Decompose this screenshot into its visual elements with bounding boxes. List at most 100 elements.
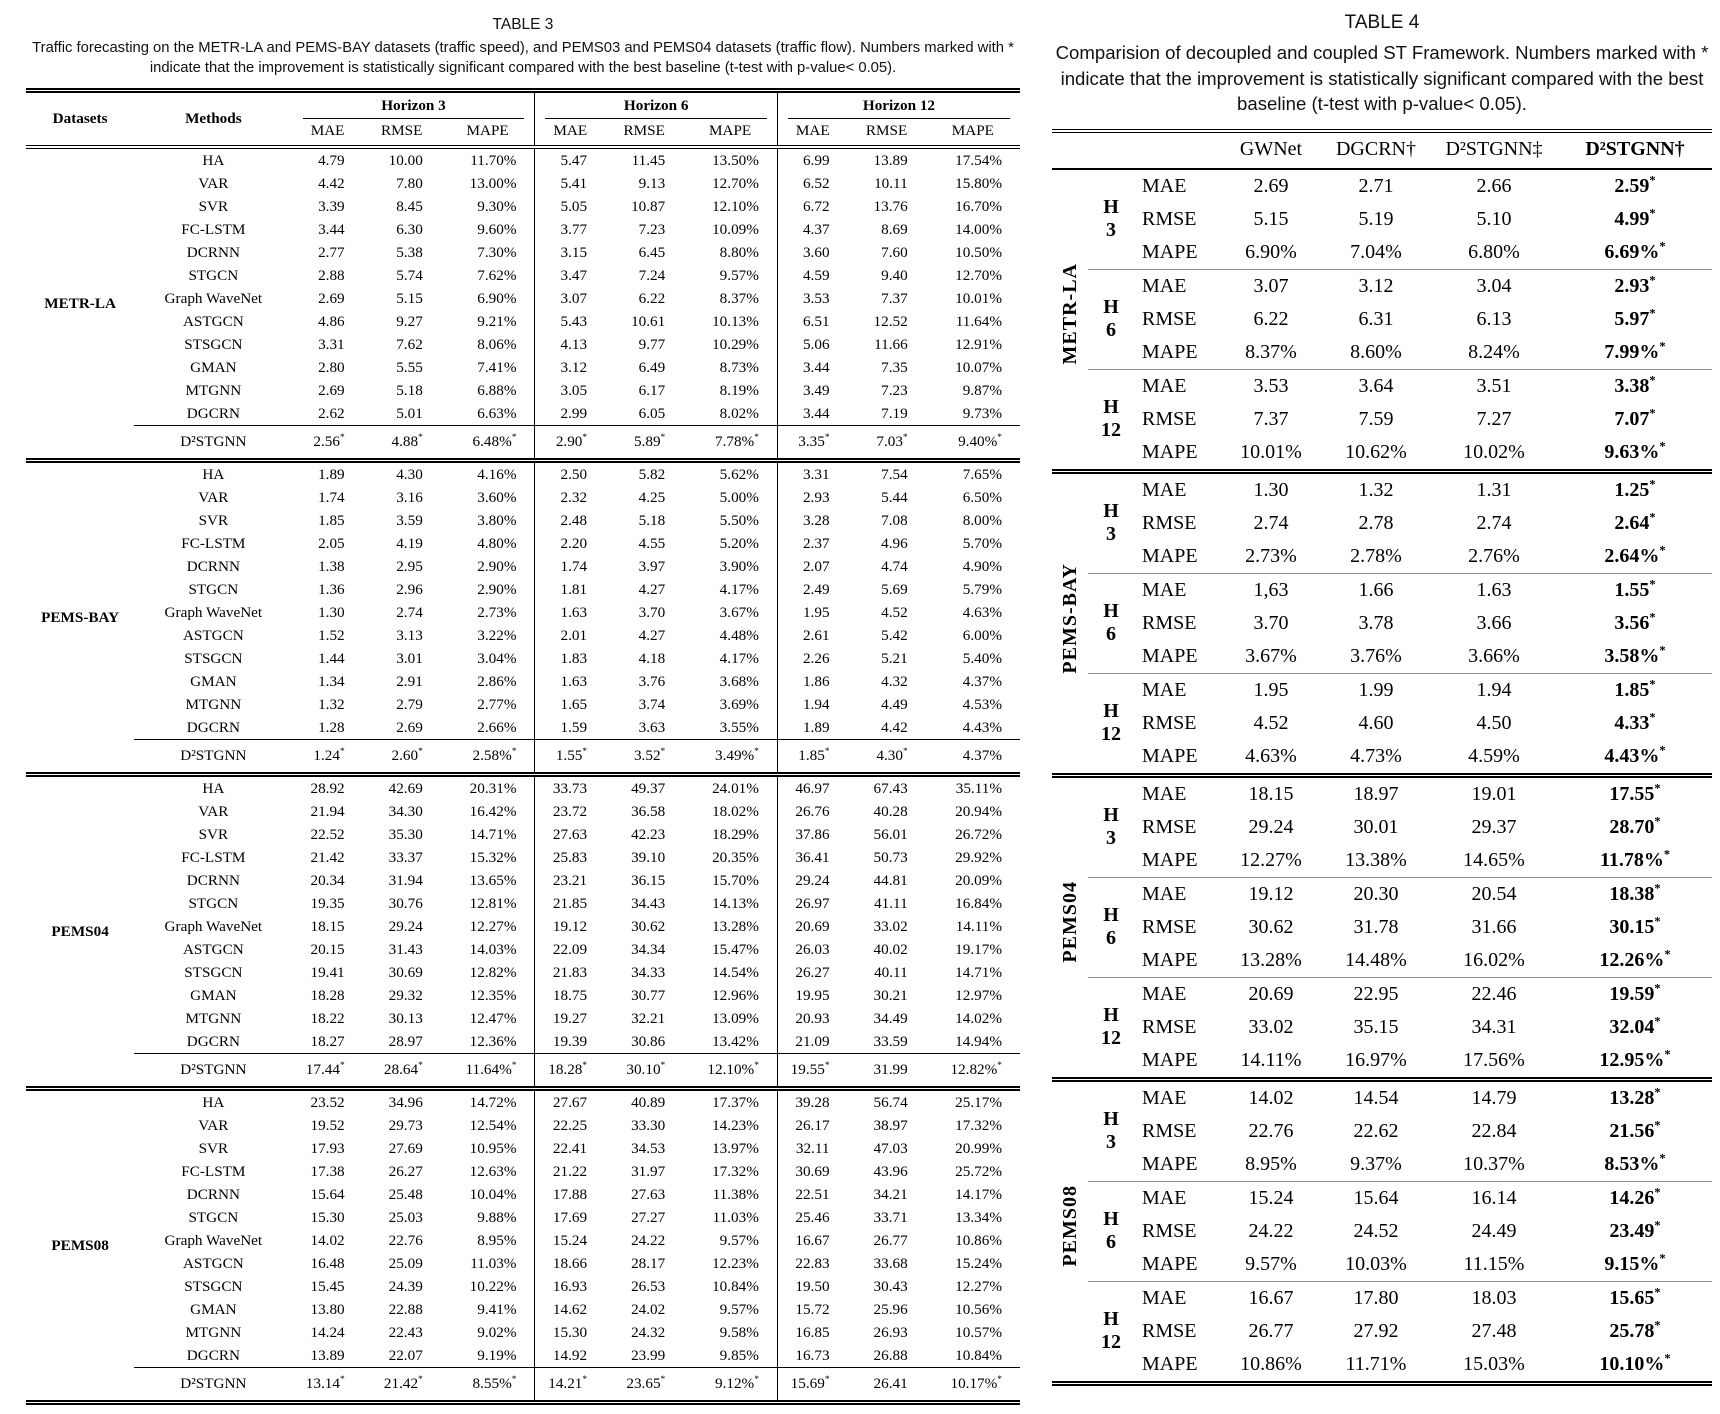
value-cell: 14.71%	[955, 963, 1002, 981]
value-cell: 4.80%	[440, 531, 536, 555]
table-row: MAPE 13.28% 14.48% 16.02% 12.26%*	[1052, 944, 1712, 978]
value-cell: 10.11	[874, 174, 908, 192]
value-cell: 7.41%	[440, 355, 536, 379]
value-cell: 5.40%	[962, 649, 1002, 667]
table3-group-PEMS-BAY: PEMS-BAY HA 1.89 4.30 4.16% 2.50 5.82 5.62% 3.31…	[26, 460, 1020, 775]
dataset-label: PEMS04	[51, 922, 109, 940]
significance-star: *	[1649, 173, 1656, 188]
value-cell: 56.01	[873, 825, 908, 843]
value-cell: 34.49	[873, 1009, 908, 1027]
value-cell: 23.65*	[605, 1366, 684, 1403]
method-cell: DCRNN	[186, 871, 240, 889]
value-cell: 1.34	[318, 672, 345, 690]
value-cell: 2.73%	[440, 600, 536, 624]
value-cell: 10.37%	[1463, 1152, 1525, 1175]
table-row: RMSE 22.76 22.62 22.84 21.56*	[1052, 1115, 1712, 1148]
value-cell: 4.96	[881, 534, 908, 552]
table3-header: Datasets Methods Horizon 3 Horizon 6 Hor…	[26, 90, 1020, 147]
value-cell: 23.49*	[1609, 1218, 1661, 1242]
value-cell: 1.55*	[1558, 572, 1712, 607]
table4-caption: TABLE 4 Comparision of decoupled and cou…	[1046, 12, 1718, 117]
value-cell: 7.62%	[440, 263, 536, 287]
value-cell: 5.55	[396, 358, 423, 376]
value-cell: 1.65	[560, 695, 588, 713]
metric-label: RMSE	[1142, 511, 1197, 534]
value-cell: 20.31%	[440, 774, 536, 800]
value-cell: 1.32	[1358, 478, 1394, 501]
significance-star: *	[997, 1374, 1002, 1385]
value-cell: 25.83	[552, 848, 588, 866]
table-row: MAPE 4.63% 4.73% 4.59% 4.43%*	[1052, 740, 1712, 776]
value-cell: 2.66%	[440, 715, 536, 740]
col-header-mape: MAPE	[951, 121, 994, 139]
value-cell: 27.63	[631, 1185, 666, 1203]
value-cell: 4.37	[802, 220, 830, 238]
value-cell: 3.39	[318, 197, 345, 215]
value-cell: 38.97	[873, 1116, 908, 1134]
value-cell: 13.28%	[1240, 948, 1302, 971]
value-cell: 9.12%*	[683, 1366, 778, 1403]
value-cell: 19.12	[552, 917, 588, 935]
value-cell: 2.73%	[1245, 544, 1297, 567]
table-row: MAPE 10.86% 11.71% 15.03% 10.10%*	[1052, 1348, 1712, 1384]
value-cell: 32.11	[795, 1139, 830, 1157]
table-row: Graph WaveNet 18.15 29.24 12.27% 19.12 30.62 1…	[26, 914, 1020, 938]
method-cell: ASTGCN	[182, 940, 244, 958]
value-cell: 6.00%	[962, 626, 1002, 644]
value-cell: 42.23	[631, 825, 666, 843]
method-cell: MTGNN	[185, 1323, 242, 1341]
metric-label: RMSE	[1142, 307, 1197, 330]
value-cell: 32.04*	[1609, 1014, 1661, 1038]
value-cell: 36.15	[631, 871, 666, 889]
metric-label: MAPE	[1142, 744, 1198, 767]
value-cell: 4.32	[881, 672, 908, 690]
col-header-rmse: RMSE	[865, 121, 908, 139]
col-header-mae: MAE	[795, 121, 830, 139]
dataset-label-text: METR-LA	[1058, 263, 1081, 365]
value-cell: 4.79	[318, 151, 345, 169]
metric-label: MAPE	[1142, 440, 1198, 463]
value-cell: 3.66%	[1468, 644, 1520, 667]
value-cell: 1.94	[802, 695, 830, 713]
table-row: METR-LA H 3 MAE 2.69 2.71 2.66 2.59*	[1052, 169, 1712, 365]
value-cell: 2.71	[1358, 174, 1394, 197]
value-cell: 2.20	[560, 534, 588, 552]
value-cell: 10.10%*	[1599, 1351, 1671, 1375]
table-row: GMAN 2.80 5.55 7.41% 3.12 6.49 8.73% 3.44 7.35 10…	[26, 355, 1020, 379]
value-cell: 24.02	[631, 1300, 666, 1318]
significance-star: *	[339, 1060, 345, 1071]
value-cell: 30.01	[1353, 815, 1399, 838]
metric-label: MAE	[1134, 976, 1220, 1011]
method-cell: GMAN	[190, 672, 237, 690]
value-cell: 12.26%*	[1599, 947, 1671, 971]
value-cell: 2.80	[318, 358, 345, 376]
value-cell: 3.44	[802, 404, 830, 422]
table-row: RMSE 4.52 4.60 4.50 4.33*	[1052, 707, 1712, 740]
value-cell: 12.54%	[440, 1113, 536, 1137]
value-cell: 14.02	[310, 1231, 345, 1249]
value-cell: 10.86%	[955, 1231, 1002, 1249]
value-cell: 3.15	[560, 243, 588, 261]
header-spacer	[1052, 131, 1220, 169]
value-cell: 15.32%	[440, 845, 536, 869]
col-header-horizon-6: Horizon 6	[534, 90, 778, 119]
value-cell: 11.38%	[683, 1182, 778, 1206]
value-cell: 13.97%	[683, 1136, 778, 1160]
value-cell: 2.78%	[1350, 544, 1402, 567]
value-cell: 3.53	[1220, 368, 1322, 403]
value-cell: 17.44*	[292, 1052, 363, 1089]
value-cell: 3.68%	[683, 669, 778, 693]
value-cell: 46.97	[795, 779, 830, 797]
value-cell: 16.02%	[1463, 948, 1525, 971]
value-cell: 4.88*	[362, 424, 441, 461]
dataset-label-text: PEMS04	[1058, 881, 1081, 963]
value-cell: 11.15%	[1463, 1252, 1525, 1275]
significance-star: *	[582, 1060, 588, 1071]
value-cell: 12.70%	[683, 171, 778, 195]
table-row: RMSE 30.62 31.78 31.66 30.15*	[1052, 911, 1712, 944]
value-cell: 12.27%	[955, 1277, 1002, 1295]
